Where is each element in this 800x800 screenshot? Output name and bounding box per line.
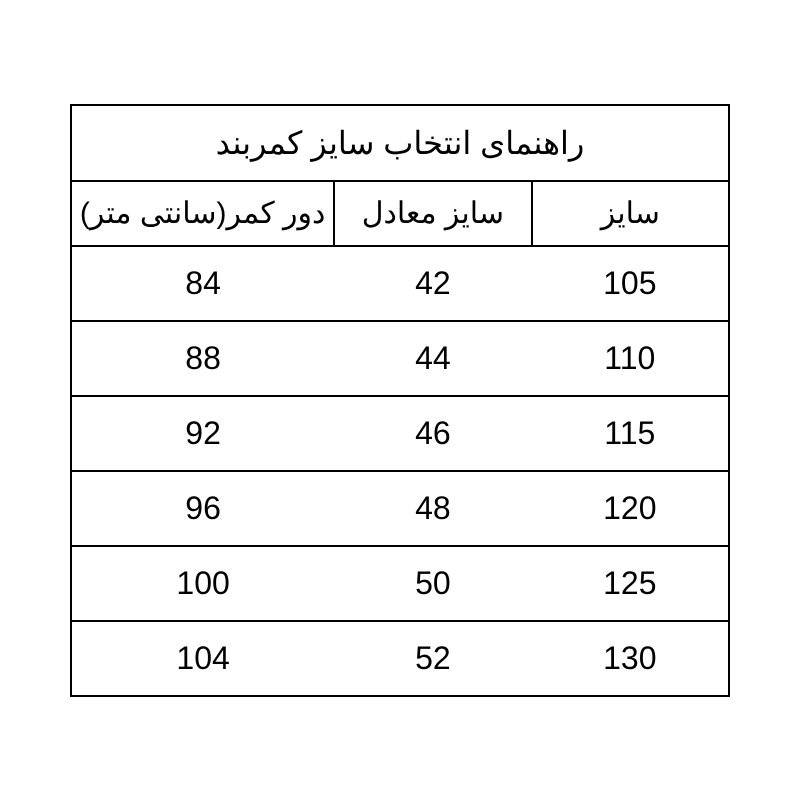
cell-size: 130 [532,621,729,696]
cell-size: 105 [532,246,729,321]
cell-waist: 100 [71,546,334,621]
table-row: 96 48 120 [71,471,729,546]
table-row: 84 42 105 [71,246,729,321]
cell-size: 120 [532,471,729,546]
cell-waist: 96 [71,471,334,546]
size-table: راهنمای انتخاب سایز کمربند دور کمر(سانتی… [70,104,730,697]
cell-size: 125 [532,546,729,621]
cell-waist: 104 [71,621,334,696]
col-header-waist: دور کمر(سانتی متر) [71,181,334,246]
cell-size: 115 [532,396,729,471]
cell-equiv-size: 52 [334,621,531,696]
table-row: 88 44 110 [71,321,729,396]
cell-size: 110 [532,321,729,396]
table-row: 100 50 125 [71,546,729,621]
header-row: دور کمر(سانتی متر) سایز معادل سایز [71,181,729,246]
cell-waist: 88 [71,321,334,396]
table-row: 92 46 115 [71,396,729,471]
table-title: راهنمای انتخاب سایز کمربند [71,105,729,181]
cell-equiv-size: 46 [334,396,531,471]
cell-equiv-size: 42 [334,246,531,321]
cell-waist: 84 [71,246,334,321]
belt-size-guide-table: راهنمای انتخاب سایز کمربند دور کمر(سانتی… [70,104,730,697]
col-header-equiv-size: سایز معادل [334,181,531,246]
title-row: راهنمای انتخاب سایز کمربند [71,105,729,181]
col-header-size: سایز [532,181,729,246]
cell-equiv-size: 50 [334,546,531,621]
cell-waist: 92 [71,396,334,471]
cell-equiv-size: 44 [334,321,531,396]
table-row: 104 52 130 [71,621,729,696]
cell-equiv-size: 48 [334,471,531,546]
